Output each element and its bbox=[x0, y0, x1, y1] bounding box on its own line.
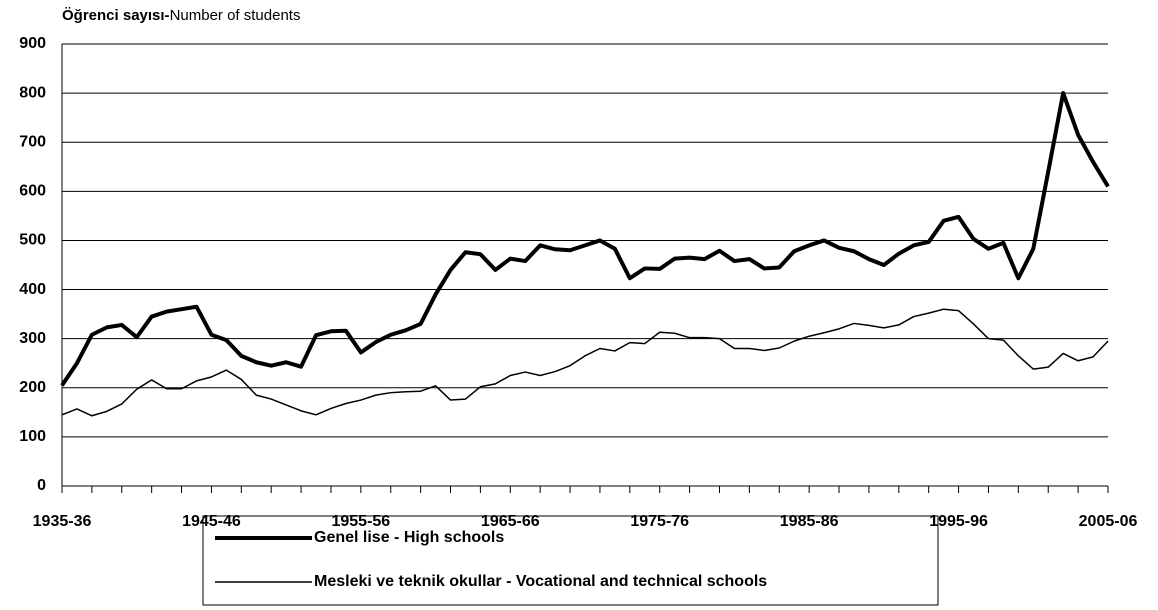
data-line bbox=[61, 308, 1109, 417]
data-line bbox=[60, 91, 1110, 387]
x-tick-label: 1995-96 bbox=[929, 513, 988, 530]
x-tick-label: 1975-76 bbox=[630, 513, 689, 530]
x-tick-label: 1985-86 bbox=[780, 513, 839, 530]
y-axis-label: Öğrenci sayısı-Number of students bbox=[62, 7, 300, 24]
y-label-tr: Öğrenci sayısı- bbox=[62, 7, 170, 24]
legend-label: Mesleki ve teknik okullar - Vocational a… bbox=[314, 573, 767, 590]
y-tick-label: 200 bbox=[19, 379, 46, 396]
y-tick-label: 400 bbox=[19, 281, 46, 298]
y-tick-label: 300 bbox=[19, 330, 46, 347]
y-tick-label: 500 bbox=[19, 232, 46, 249]
x-tick-label: 1955-56 bbox=[331, 513, 390, 530]
x-tick-label: 1965-66 bbox=[481, 513, 540, 530]
legend-box bbox=[202, 515, 939, 606]
y-label-en: Number of students bbox=[170, 7, 301, 24]
y-tick-label: 0 bbox=[37, 477, 46, 494]
y-tick-label: 800 bbox=[19, 84, 46, 101]
y-tick-label: 700 bbox=[19, 133, 46, 150]
y-tick-label: 900 bbox=[19, 35, 46, 52]
x-tick-label: 1945-46 bbox=[182, 513, 241, 530]
y-tick-label: 600 bbox=[19, 183, 46, 200]
x-tick-label: 2005-06 bbox=[1079, 513, 1138, 530]
y-tick-label: 100 bbox=[19, 428, 46, 445]
x-tick-label: 1935-36 bbox=[33, 513, 92, 530]
legend-label: Genel lise - High schools bbox=[314, 529, 504, 546]
